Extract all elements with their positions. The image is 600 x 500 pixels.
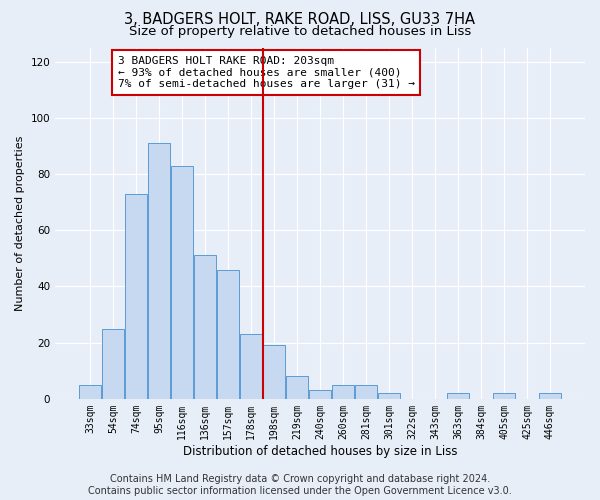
Bar	[79, 385, 101, 399]
Bar	[447, 393, 469, 399]
Bar	[171, 166, 193, 399]
Y-axis label: Number of detached properties: Number of detached properties	[15, 136, 25, 311]
Bar	[102, 328, 124, 399]
Bar	[309, 390, 331, 399]
Bar	[332, 385, 354, 399]
Text: 3 BADGERS HOLT RAKE ROAD: 203sqm
← 93% of detached houses are smaller (400)
7% o: 3 BADGERS HOLT RAKE ROAD: 203sqm ← 93% o…	[118, 56, 415, 89]
Bar	[539, 393, 561, 399]
X-axis label: Distribution of detached houses by size in Liss: Distribution of detached houses by size …	[183, 444, 457, 458]
Bar	[286, 376, 308, 399]
Text: Size of property relative to detached houses in Liss: Size of property relative to detached ho…	[129, 25, 471, 38]
Bar	[148, 143, 170, 399]
Bar	[263, 346, 285, 399]
Text: 3, BADGERS HOLT, RAKE ROAD, LISS, GU33 7HA: 3, BADGERS HOLT, RAKE ROAD, LISS, GU33 7…	[125, 12, 476, 28]
Bar	[194, 256, 216, 399]
Bar	[125, 194, 147, 399]
Bar	[378, 393, 400, 399]
Text: Contains HM Land Registry data © Crown copyright and database right 2024.
Contai: Contains HM Land Registry data © Crown c…	[88, 474, 512, 496]
Bar	[217, 270, 239, 399]
Bar	[355, 385, 377, 399]
Bar	[240, 334, 262, 399]
Bar	[493, 393, 515, 399]
